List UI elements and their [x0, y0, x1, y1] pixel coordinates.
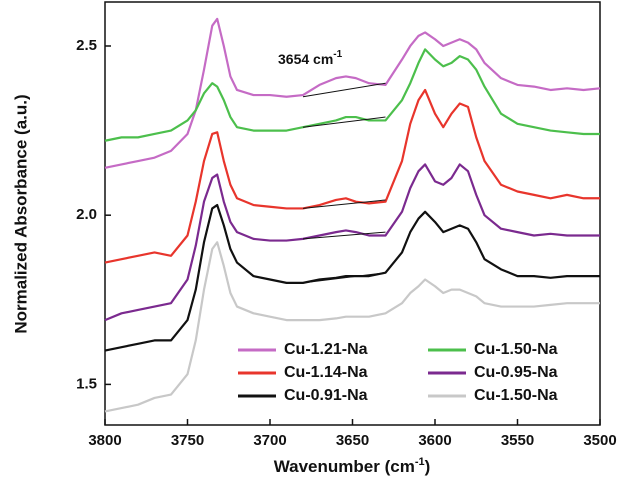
- spectrum-line: [104, 203, 600, 352]
- x-axis-title-sup: -1: [415, 456, 425, 468]
- baseline: [302, 116, 386, 128]
- x-tick-label: 3700: [253, 432, 286, 449]
- annotation-sup: -1: [333, 49, 342, 60]
- baseline: [302, 231, 386, 240]
- x-tick-label: 3600: [418, 432, 451, 449]
- y-tick-label: 1.5: [76, 375, 97, 392]
- baseline: [302, 82, 386, 98]
- y-tick-label: 2.5: [76, 37, 97, 54]
- legend-label: Cu-0.95-Na: [474, 364, 558, 381]
- legend-label: Cu-1.14-Na: [284, 364, 368, 381]
- baseline: [302, 199, 386, 209]
- spectrum-line: [104, 48, 600, 142]
- x-tick-label: 3750: [171, 432, 204, 449]
- legend-label: Cu-1.50-Na: [474, 387, 558, 404]
- spectrum-line: [104, 88, 600, 264]
- annotation: 3654 cm-1: [278, 49, 343, 67]
- spectrum-line: [104, 241, 600, 413]
- x-axis-title: Wavenumber (cm-1): [274, 456, 431, 477]
- legend-label: Cu-1.50-Na: [474, 341, 558, 358]
- plot-frame: [104, 1, 601, 426]
- legend-label: Cu-1.21-Na: [284, 341, 368, 358]
- legend-label: Cu-0.91-Na: [284, 387, 368, 404]
- x-tick-label: 3500: [583, 432, 616, 449]
- x-axis-title-text: Wavenumber (cm: [274, 457, 415, 476]
- annotation-text: 3654 cm: [278, 51, 333, 67]
- y-axis-title: Normalized Absorbance (a.u.): [11, 94, 30, 333]
- x-tick-label: 3550: [501, 432, 534, 449]
- x-tick-label: 3650: [336, 432, 369, 449]
- baseline: [302, 272, 386, 284]
- y-tick-label: 2.0: [76, 206, 97, 223]
- x-tick-label: 3800: [88, 432, 121, 449]
- spectrum-line: [104, 163, 600, 322]
- spectrum-line: [104, 17, 601, 169]
- x-axis-title-end: ): [425, 457, 431, 476]
